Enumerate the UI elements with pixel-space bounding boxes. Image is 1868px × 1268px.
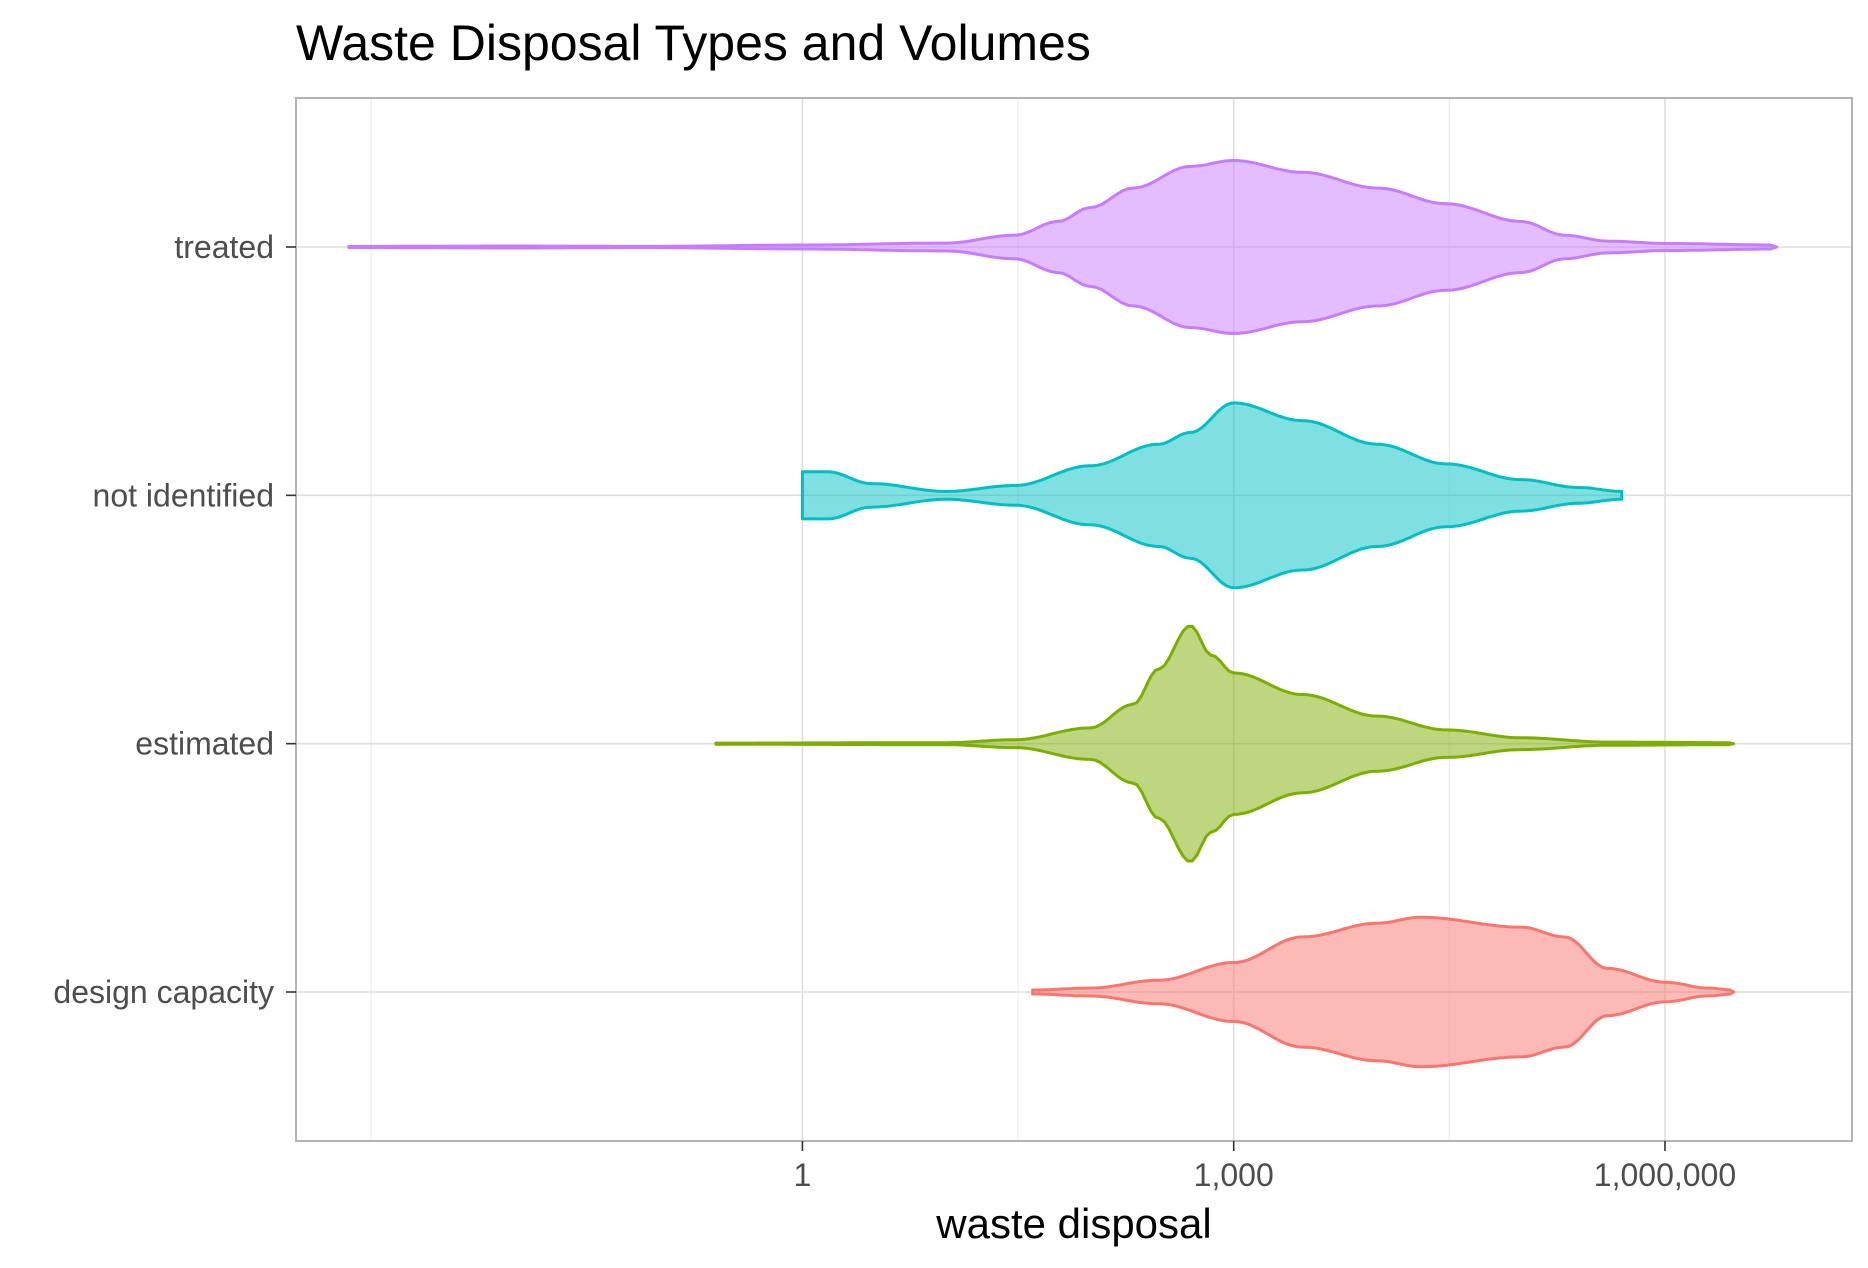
violins xyxy=(347,159,1779,1069)
violin-not-identified xyxy=(800,401,1624,590)
y-tick-label: not identified xyxy=(93,477,274,513)
violin-treated xyxy=(347,159,1779,335)
y-tick-label: estimated xyxy=(135,726,274,762)
chart-title: Waste Disposal Types and Volumes xyxy=(296,15,1091,71)
violin-estimated xyxy=(714,624,1736,863)
x-tick-label: 1 xyxy=(794,1157,812,1193)
x-axis: 1 1,000 1,000,000 xyxy=(794,1141,1736,1193)
x-tick-label: 1,000 xyxy=(1194,1157,1274,1193)
y-tick-label: design capacity xyxy=(53,974,274,1010)
y-tick-label: treated xyxy=(174,229,274,265)
plot-panel-border xyxy=(295,97,1853,1142)
x-axis-title: waste disposal xyxy=(935,1200,1211,1247)
x-tick-label: 1,000,000 xyxy=(1594,1157,1736,1193)
y-axis: design capacity estimated not identified tr… xyxy=(53,229,296,1010)
violin-design-capacity xyxy=(1031,915,1736,1069)
